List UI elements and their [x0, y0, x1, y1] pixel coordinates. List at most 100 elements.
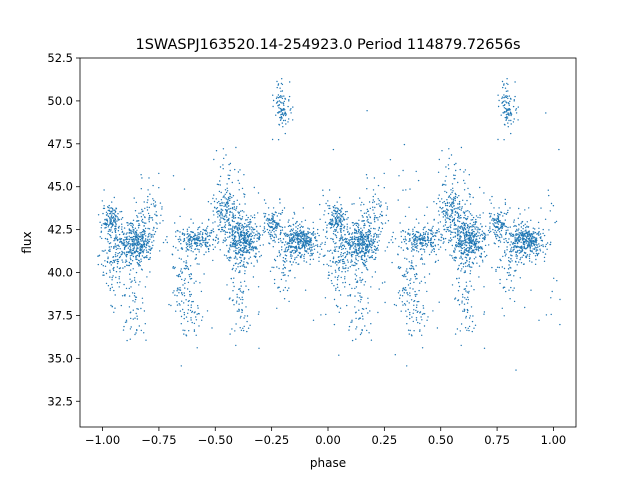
data-point — [513, 118, 515, 120]
data-point — [380, 204, 382, 206]
data-point — [132, 309, 134, 311]
data-point — [340, 255, 342, 258]
data-point — [118, 218, 120, 221]
data-point — [335, 289, 337, 291]
data-point — [527, 243, 530, 245]
data-point — [239, 249, 242, 251]
data-point — [140, 216, 143, 218]
data-point — [521, 220, 524, 223]
data-point — [439, 221, 442, 223]
data-point — [474, 242, 476, 245]
data-point — [138, 220, 140, 222]
data-point — [243, 261, 245, 263]
data-point — [452, 201, 454, 204]
data-point — [551, 290, 553, 293]
data-point — [151, 217, 153, 219]
data-point — [369, 245, 371, 248]
data-point — [473, 231, 475, 233]
data-point — [350, 321, 352, 323]
data-point — [449, 237, 452, 239]
data-point — [300, 236, 302, 239]
data-point — [409, 295, 411, 297]
data-point — [471, 239, 473, 242]
data-point — [535, 247, 538, 249]
data-point — [316, 232, 319, 235]
data-point — [137, 241, 140, 243]
data-point — [495, 231, 498, 233]
data-point — [450, 224, 452, 226]
data-point — [298, 232, 300, 235]
data-point — [119, 241, 121, 243]
data-point — [128, 223, 130, 225]
data-point — [276, 255, 279, 258]
data-point — [275, 229, 277, 232]
data-point — [465, 253, 467, 256]
data-point — [455, 245, 457, 247]
data-point — [461, 206, 463, 208]
data-point — [338, 289, 340, 292]
data-point — [233, 285, 235, 288]
data-point — [123, 283, 125, 286]
data-point — [497, 215, 500, 217]
data-point — [370, 240, 372, 242]
data-point — [444, 249, 447, 251]
data-point — [374, 193, 376, 195]
data-point — [303, 246, 306, 248]
data-point — [135, 248, 138, 250]
data-point — [500, 221, 502, 224]
data-point — [235, 323, 237, 325]
data-point — [432, 310, 434, 312]
data-point — [267, 220, 269, 222]
data-point — [192, 251, 194, 253]
data-point — [143, 201, 145, 203]
data-point — [294, 232, 296, 234]
data-point — [468, 265, 471, 267]
data-point — [326, 263, 328, 265]
data-point — [335, 227, 338, 229]
data-point — [363, 265, 365, 267]
data-point — [464, 182, 466, 184]
data-point — [453, 223, 456, 225]
data-point — [232, 299, 234, 301]
data-point — [412, 230, 414, 232]
data-point — [354, 306, 356, 308]
data-point — [281, 272, 283, 274]
data-point — [289, 109, 291, 111]
data-point — [269, 235, 271, 237]
data-point — [400, 310, 402, 312]
data-point — [336, 207, 338, 209]
data-point — [186, 230, 189, 232]
data-point — [143, 225, 145, 227]
data-point — [122, 244, 124, 246]
data-point — [404, 257, 406, 259]
data-point — [507, 126, 509, 128]
data-point — [190, 304, 192, 306]
data-point — [362, 308, 365, 310]
scatter-points — [97, 78, 561, 371]
data-point — [546, 248, 548, 250]
data-point — [528, 255, 531, 257]
data-point — [345, 238, 347, 241]
data-point — [231, 196, 233, 199]
data-point — [346, 228, 348, 230]
data-point — [277, 97, 280, 99]
data-point — [550, 241, 552, 243]
data-point — [129, 245, 131, 247]
data-point — [545, 243, 547, 246]
data-point — [423, 233, 425, 236]
data-point — [330, 226, 333, 229]
data-point — [388, 241, 390, 244]
data-point — [477, 227, 479, 229]
data-point — [298, 235, 301, 237]
data-point — [494, 222, 496, 224]
data-point — [257, 192, 260, 194]
data-point — [184, 287, 186, 289]
data-point — [224, 197, 226, 199]
data-point — [143, 242, 145, 244]
data-point — [398, 266, 400, 268]
data-point — [277, 94, 280, 96]
data-point — [275, 102, 278, 104]
data-point — [329, 260, 331, 262]
data-point — [367, 235, 369, 237]
data-point — [446, 226, 448, 229]
